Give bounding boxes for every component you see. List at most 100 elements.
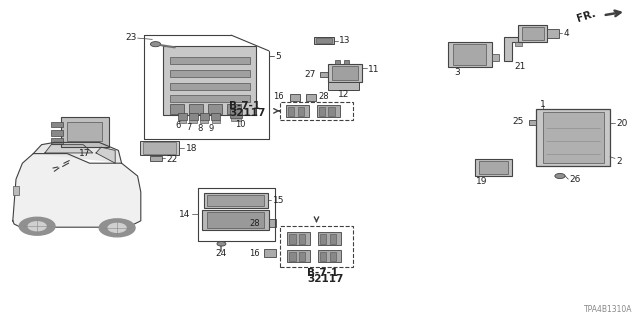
Text: 13: 13	[339, 36, 351, 45]
Bar	[522, 27, 544, 40]
Bar	[163, 46, 256, 115]
Bar	[547, 29, 559, 38]
Text: 24: 24	[216, 249, 227, 258]
Bar	[51, 138, 63, 144]
Bar	[143, 142, 176, 154]
Text: 9: 9	[209, 124, 214, 133]
Circle shape	[108, 223, 126, 232]
Bar	[289, 234, 296, 244]
Text: 26: 26	[570, 175, 581, 184]
Text: 1: 1	[540, 100, 545, 108]
Bar	[318, 250, 341, 262]
Bar	[204, 193, 268, 208]
Text: B-7-1: B-7-1	[307, 268, 339, 278]
Bar	[280, 226, 353, 267]
Bar	[200, 113, 209, 120]
Circle shape	[19, 217, 55, 235]
Polygon shape	[33, 142, 122, 163]
Bar	[67, 122, 102, 141]
Text: 5: 5	[275, 52, 281, 60]
Bar	[202, 210, 269, 230]
Text: 25: 25	[512, 117, 524, 126]
Text: 28: 28	[318, 92, 329, 100]
Text: 22: 22	[166, 155, 178, 164]
Bar	[287, 250, 310, 262]
Text: 32117: 32117	[307, 274, 344, 284]
Bar	[515, 42, 522, 46]
Bar	[287, 232, 310, 245]
Bar	[211, 113, 220, 120]
Bar	[212, 120, 220, 123]
Bar	[316, 38, 332, 43]
Text: 16: 16	[273, 92, 284, 100]
Bar	[189, 120, 197, 123]
Polygon shape	[96, 147, 115, 163]
Text: TPA4B1310A: TPA4B1310A	[584, 305, 632, 314]
Bar	[231, 118, 241, 121]
Bar	[170, 104, 184, 114]
Text: FR.: FR.	[575, 8, 597, 24]
Bar	[178, 113, 187, 120]
Text: 19: 19	[476, 177, 487, 186]
Bar	[328, 107, 335, 116]
Bar	[536, 109, 610, 166]
Text: 16: 16	[249, 249, 260, 258]
Text: 3: 3	[454, 68, 460, 77]
Bar	[328, 64, 362, 82]
Bar	[529, 120, 536, 125]
Bar	[170, 95, 250, 102]
Bar	[140, 141, 179, 155]
Bar	[328, 82, 359, 90]
Polygon shape	[13, 154, 141, 229]
Bar	[320, 72, 328, 77]
Text: 21: 21	[515, 62, 526, 71]
Bar	[288, 107, 294, 116]
Bar	[207, 212, 264, 228]
Bar	[230, 109, 242, 118]
Bar	[330, 252, 336, 261]
Bar	[208, 104, 222, 114]
Text: 18: 18	[186, 143, 197, 153]
Circle shape	[217, 242, 226, 246]
Text: 14: 14	[179, 210, 191, 219]
Polygon shape	[504, 37, 530, 61]
Bar	[13, 186, 19, 195]
Text: 20: 20	[616, 119, 628, 128]
Bar	[314, 37, 334, 44]
Text: 15: 15	[273, 196, 284, 205]
Bar	[289, 252, 296, 261]
Bar	[51, 122, 63, 127]
Polygon shape	[45, 145, 93, 153]
Bar	[306, 94, 316, 101]
Text: 8: 8	[198, 124, 203, 132]
Bar	[475, 159, 512, 176]
Circle shape	[555, 173, 565, 179]
Text: 17: 17	[79, 149, 90, 158]
Bar	[320, 234, 326, 244]
Bar	[299, 252, 305, 261]
Bar	[189, 104, 203, 114]
Bar	[344, 60, 349, 64]
Text: B-7-1: B-7-1	[229, 101, 260, 111]
Bar	[264, 249, 276, 257]
Bar	[320, 252, 326, 261]
Bar	[453, 44, 486, 65]
Text: 12: 12	[338, 90, 349, 99]
Bar	[189, 113, 198, 120]
Bar	[170, 70, 250, 77]
Bar	[207, 195, 264, 206]
Bar	[335, 60, 340, 64]
Text: 32117: 32117	[229, 108, 266, 118]
Bar	[170, 83, 250, 90]
Bar	[330, 234, 336, 244]
Text: 23: 23	[125, 33, 136, 42]
Bar	[227, 104, 241, 114]
Text: 4: 4	[563, 29, 569, 38]
Text: 10: 10	[235, 120, 245, 129]
Text: 6: 6	[175, 121, 180, 130]
Bar	[150, 156, 162, 161]
Circle shape	[150, 42, 161, 47]
Bar	[170, 57, 250, 64]
Bar	[318, 232, 341, 245]
Bar	[299, 234, 305, 244]
